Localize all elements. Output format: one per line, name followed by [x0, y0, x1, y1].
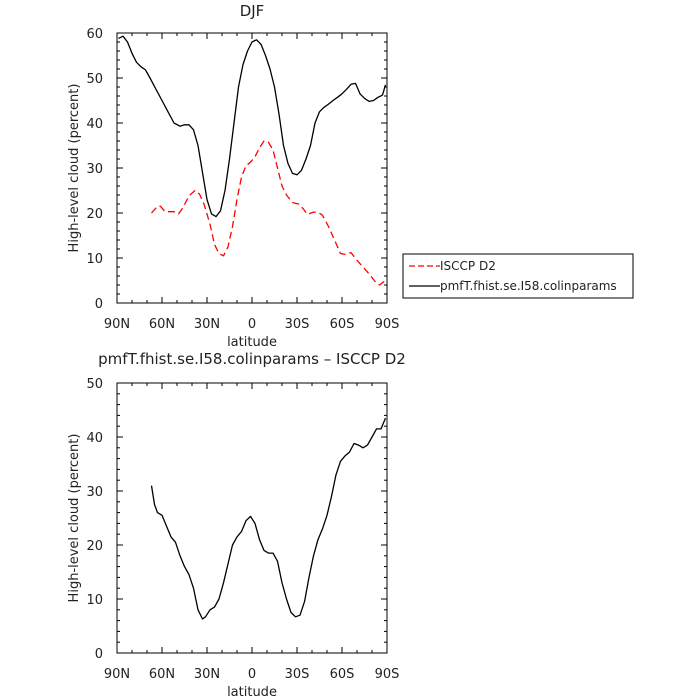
series-line-solid-0 [150, 417, 387, 620]
chart-top-x-tick-labels: 90N 60N 30N 0 30S 60S 90S [104, 317, 400, 332]
legend-label-model: pmfT.fhist.se.I58.colinparams [440, 279, 617, 293]
x-tick-label: 60S [330, 317, 355, 332]
chart-bottom-y-tick-labels: 0 10 20 30 40 50 [86, 377, 103, 662]
x-tick-label: 30S [285, 317, 310, 332]
y-tick-label: 50 [86, 72, 103, 87]
x-tick-label: 60N [149, 667, 175, 682]
chart-bottom-x-axis-label: latitude [227, 685, 277, 700]
chart-bottom: pmfT.fhist.se.I58.colinparams – ISCCP D2… [67, 350, 406, 700]
chart-bottom-y-axis-label: High-level cloud (percent) [67, 434, 82, 603]
x-tick-label: 0 [248, 667, 256, 682]
chart-top-y-tick-labels: 0 10 20 30 40 50 60 [86, 27, 103, 312]
chart-top-plot-frame [116, 32, 388, 304]
series-line-solid-1 [118, 35, 387, 218]
x-tick-label: 90N [104, 667, 130, 682]
y-tick-label: 30 [86, 162, 103, 177]
x-tick-label: 30N [194, 317, 220, 332]
chart-bottom-x-tick-labels: 90N 60N 30N 0 30S 60S 90S [104, 667, 400, 682]
chart-bottom-series [150, 417, 387, 620]
y-tick-label: 20 [86, 539, 103, 554]
y-tick-label: 60 [86, 27, 103, 42]
legend-label-isccp: ISCCP D2 [440, 259, 496, 273]
y-tick-label: 40 [86, 117, 103, 132]
y-tick-label: 0 [95, 647, 103, 662]
chart-top-x-axis-label: latitude [227, 335, 277, 350]
y-tick-label: 0 [95, 297, 103, 312]
x-tick-label: 30N [194, 667, 220, 682]
x-tick-label: 90S [375, 667, 400, 682]
chart-top-ticks [116, 32, 388, 304]
y-tick-label: 40 [86, 431, 103, 446]
chart-top-series [118, 35, 387, 286]
y-tick-label: 50 [86, 377, 103, 392]
x-tick-label: 0 [248, 317, 256, 332]
x-tick-label: 60S [330, 667, 355, 682]
x-tick-label: 30S [285, 667, 310, 682]
chart-top-y-axis-label: High-level cloud (percent) [67, 84, 82, 253]
y-tick-label: 20 [86, 207, 103, 222]
chart-bottom-plot-frame [116, 382, 388, 654]
chart-top-title: DJF [240, 2, 265, 20]
chart-top-legend: ISCCP D2 pmfT.fhist.se.I58.colinparams [402, 253, 634, 299]
y-tick-label: 10 [86, 593, 103, 608]
x-tick-label: 60N [149, 317, 175, 332]
chart-bottom-title: pmfT.fhist.se.I58.colinparams – ISCCP D2 [98, 350, 406, 368]
x-tick-label: 90S [375, 317, 400, 332]
x-tick-label: 90N [104, 317, 130, 332]
series-line-dashed-0 [151, 140, 386, 286]
y-tick-label: 30 [86, 485, 103, 500]
y-tick-label: 10 [86, 252, 103, 267]
chart-top: DJF 90N 60N 30N 0 30S 60S 90S 0 10 20 30 40 50 60 la… [67, 2, 634, 350]
legend-box [402, 253, 634, 299]
